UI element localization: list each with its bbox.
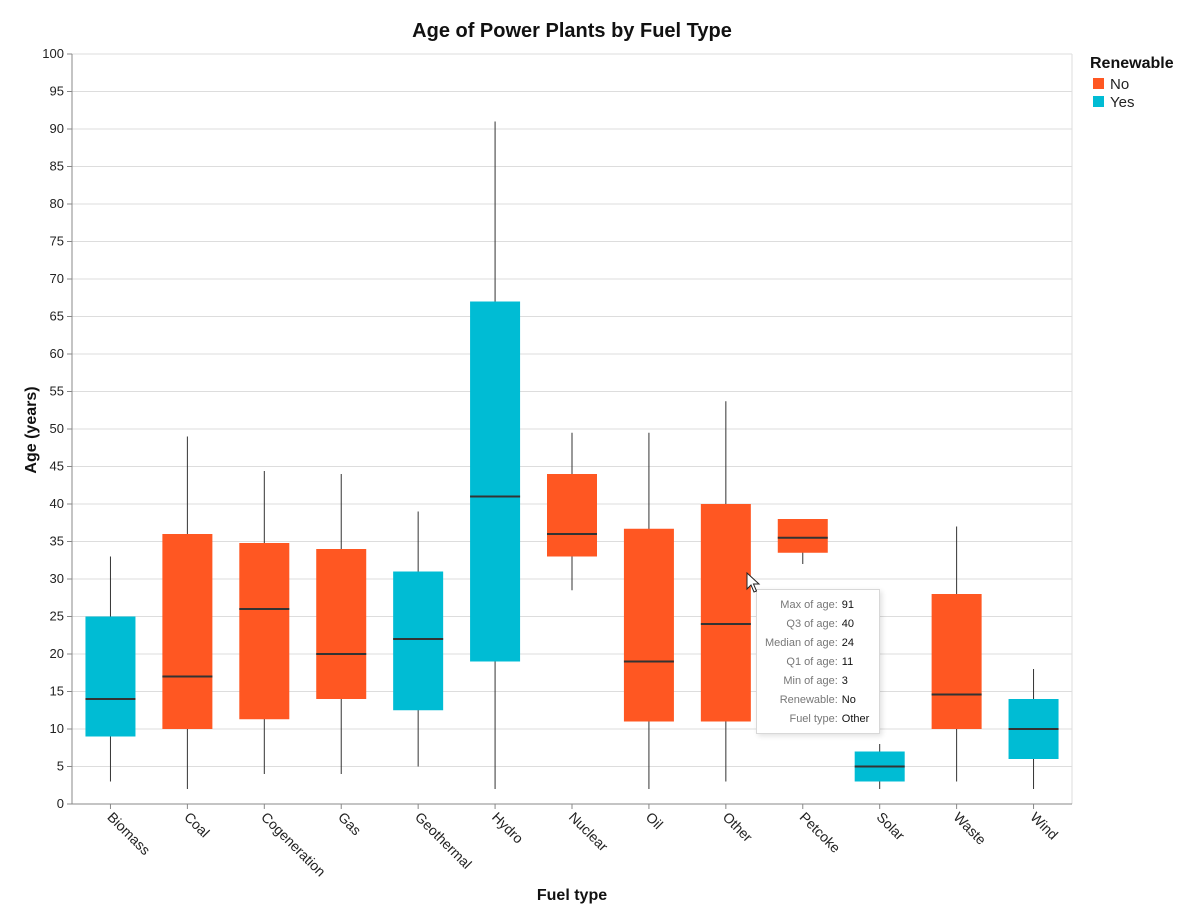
- y-tick-label: 90: [50, 121, 64, 136]
- box-gas[interactable]: [316, 474, 367, 774]
- tooltip-row: Renewable: No: [765, 691, 869, 710]
- y-tick-label: 45: [50, 459, 64, 474]
- y-tick-label: 95: [50, 84, 64, 99]
- x-tick-label: Petcoke: [797, 809, 844, 856]
- x-tick-label: Wind: [1027, 809, 1061, 843]
- box-iqr[interactable]: [547, 474, 597, 557]
- tooltip-key: Min of age:: [783, 675, 838, 687]
- legend-swatch-no: [1093, 78, 1104, 89]
- y-tick-label: 85: [50, 159, 64, 174]
- y-tick-label: 70: [50, 271, 64, 286]
- y-tick-label: 10: [50, 721, 64, 736]
- box-nuclear[interactable]: [547, 432, 597, 591]
- tooltip-key: Median of age:: [765, 637, 838, 649]
- y-tick-label: 20: [50, 646, 64, 661]
- y-tick-label: 15: [50, 684, 64, 699]
- box-iqr[interactable]: [470, 301, 521, 662]
- y-axis: 0 5 10 15 20 25 30 35 40 45 50 55 60 65 70 75 80 85 90 95 10…: [42, 46, 73, 811]
- box-iqr[interactable]: [393, 571, 444, 711]
- box-petcoke[interactable]: [777, 519, 828, 564]
- box-coal[interactable]: [162, 436, 213, 790]
- box-iqr[interactable]: [162, 534, 213, 729]
- box-oil[interactable]: [623, 432, 674, 789]
- tooltip-value: 40: [841, 618, 855, 630]
- y-tick-label: 65: [50, 309, 64, 324]
- tooltip-value: 11: [841, 656, 854, 668]
- box-solar[interactable]: [854, 744, 905, 789]
- x-axis-title: Fuel type: [537, 887, 607, 904]
- tooltip-row: Q3 of age: 40: [765, 615, 869, 634]
- box-iqr[interactable]: [85, 616, 136, 737]
- y-axis-title: Age (years): [23, 386, 40, 473]
- y-tick-label: 25: [50, 609, 64, 624]
- box-iqr[interactable]: [931, 594, 982, 729]
- box-waste[interactable]: [931, 526, 982, 782]
- tooltip-row: Median of age: 24: [765, 634, 869, 653]
- x-tick-label: Hydro: [489, 809, 527, 847]
- box-iqr[interactable]: [316, 549, 367, 699]
- tooltip-key: Q3 of age:: [786, 618, 838, 630]
- mouse-pointer-icon: [746, 572, 761, 593]
- y-tick-label: 0: [57, 796, 64, 811]
- box-geothermal[interactable]: [393, 511, 444, 767]
- box-biomass[interactable]: [85, 556, 136, 782]
- x-tick-label: Cogeneration: [258, 809, 329, 880]
- x-tick-label: Solar: [874, 809, 909, 844]
- box-hydro[interactable]: [470, 121, 521, 790]
- x-tick-label: Biomass: [104, 809, 153, 858]
- y-tick-label: 35: [50, 534, 64, 549]
- box-wind[interactable]: [1008, 669, 1059, 789]
- y-tick-label: 60: [50, 346, 64, 361]
- x-tick-label: Other: [720, 809, 756, 845]
- y-tick-label: 80: [50, 196, 64, 211]
- x-tick-label: Oil: [643, 809, 666, 832]
- tooltip-row: Q1 of age: 11: [765, 653, 869, 672]
- y-tick-label: 75: [50, 234, 64, 249]
- box-iqr[interactable]: [239, 543, 290, 720]
- box-cogeneration[interactable]: [239, 471, 290, 774]
- x-tick-label: Coal: [181, 809, 213, 841]
- chart-title: Age of Power Plants by Fuel Type: [412, 20, 732, 42]
- box-series[interactable]: [85, 121, 1059, 790]
- tooltip-table: Max of age: 91 Q3 of age: 40 Median of age: 2…: [765, 596, 869, 729]
- grid-lines: [72, 53, 1073, 805]
- box-iqr[interactable]: [700, 504, 751, 722]
- y-tick-label: 55: [50, 384, 64, 399]
- y-tick-label: 5: [57, 759, 64, 774]
- tooltip-row: Max of age: 91: [765, 596, 869, 615]
- legend-label-yes: Yes: [1110, 94, 1134, 111]
- legend-swatch-yes: [1093, 96, 1104, 107]
- x-tick-label: Geothermal: [412, 809, 475, 872]
- x-tick-label: Waste: [950, 809, 989, 848]
- legend-title: Renewable: [1090, 55, 1174, 72]
- tooltip-key: Fuel type:: [789, 713, 838, 725]
- tooltip-key: Q1 of age:: [786, 656, 838, 668]
- tooltip-value: 3: [841, 675, 848, 687]
- x-tick-label: Nuclear: [566, 809, 612, 855]
- tooltip-key: Renewable:: [779, 694, 838, 706]
- tooltip-key: Max of age:: [780, 599, 838, 611]
- tooltip-value: 24: [841, 637, 855, 649]
- y-tick-label: 100: [42, 46, 64, 61]
- box-other[interactable]: [700, 401, 751, 782]
- y-tick-label: 50: [50, 421, 64, 436]
- y-tick-label: 40: [50, 496, 64, 511]
- box-iqr[interactable]: [777, 519, 828, 553]
- tooltip-row: Fuel type: Other: [765, 710, 869, 729]
- box-iqr[interactable]: [623, 528, 674, 722]
- x-tick-label: Gas: [335, 809, 364, 838]
- x-axis: Biomass Coal Cogeneration Gas Geothermal Hydr…: [72, 803, 1072, 880]
- tooltip-row: Min of age: 3: [765, 672, 869, 691]
- tooltip-value: No: [841, 694, 856, 706]
- tooltip: Max of age: 91 Q3 of age: 40 Median of age: 2…: [756, 589, 880, 734]
- tooltip-value: Other: [841, 713, 870, 725]
- y-tick-label: 30: [50, 571, 64, 586]
- legend-label-no: No: [1110, 76, 1129, 93]
- tooltip-value: 91: [841, 599, 855, 611]
